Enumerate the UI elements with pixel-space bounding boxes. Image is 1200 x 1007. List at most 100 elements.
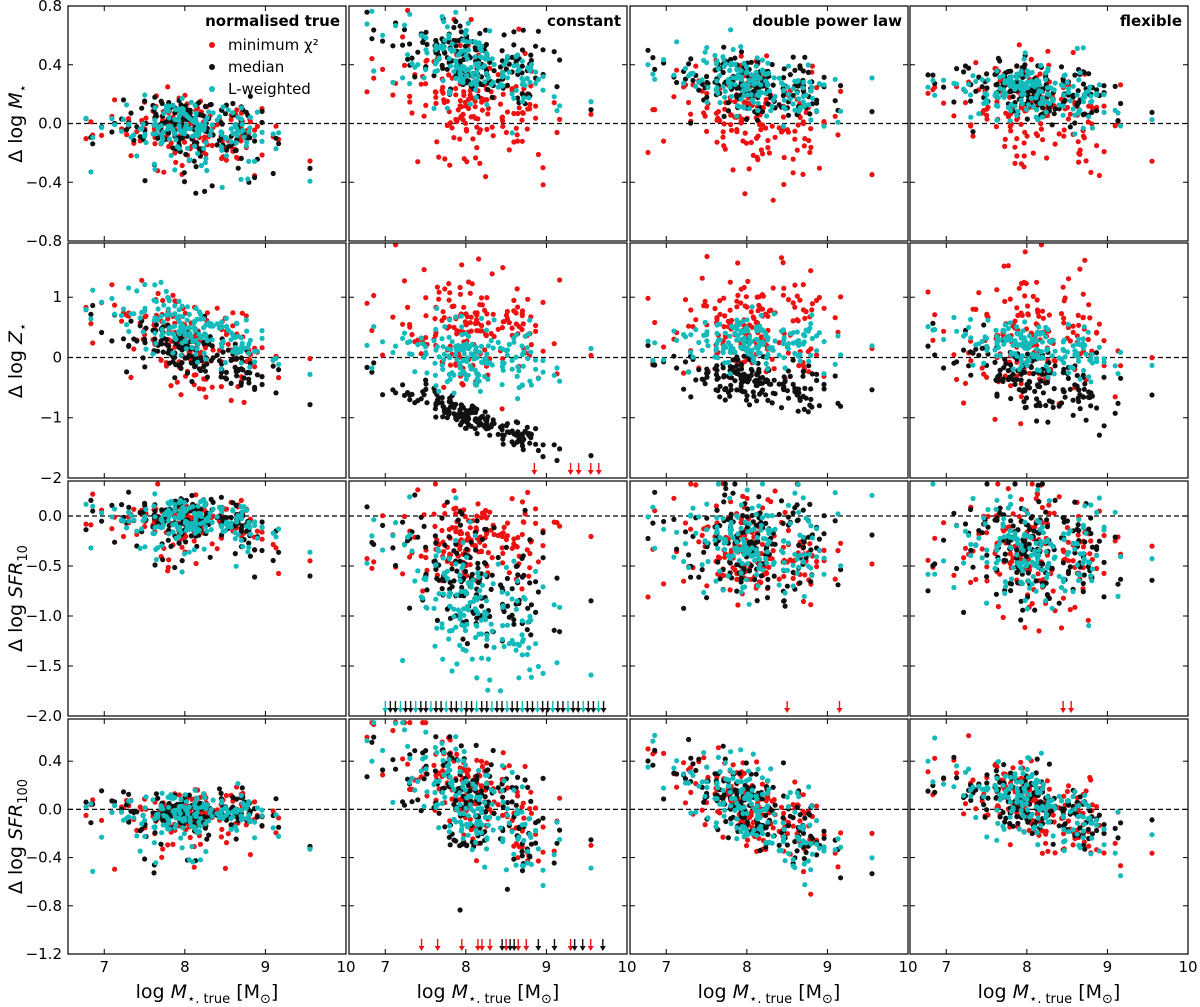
- data-point: [442, 286, 447, 291]
- data-point: [242, 134, 247, 139]
- data-point: [536, 559, 541, 564]
- data-point: [749, 60, 754, 65]
- data-point: [152, 331, 157, 336]
- data-point: [169, 499, 174, 504]
- data-point: [728, 343, 733, 348]
- data-point: [732, 378, 737, 383]
- data-point: [652, 107, 657, 112]
- data-point: [1019, 72, 1024, 77]
- data-point: [139, 106, 144, 111]
- data-point: [447, 298, 452, 303]
- data-point: [728, 280, 733, 285]
- data-point: [973, 79, 978, 84]
- data-point: [198, 499, 203, 504]
- data-point: [822, 82, 827, 87]
- data-point: [407, 41, 412, 46]
- data-point: [453, 511, 458, 516]
- data-point: [510, 367, 515, 372]
- data-point: [515, 52, 520, 57]
- data-point: [981, 322, 986, 327]
- data-point: [307, 402, 312, 407]
- data-point: [696, 340, 701, 345]
- data-point: [1081, 336, 1086, 341]
- data-point: [808, 353, 813, 358]
- data-point: [400, 336, 405, 341]
- data-point: [801, 80, 806, 85]
- data-point: [187, 312, 192, 317]
- data-point: [540, 543, 545, 548]
- data-point: [770, 124, 775, 129]
- data-point: [161, 303, 166, 308]
- data-point: [994, 392, 999, 397]
- data-point: [192, 547, 197, 552]
- data-point: [743, 345, 748, 350]
- y-tick-label: −0.8: [26, 232, 62, 250]
- data-point: [121, 97, 126, 102]
- data-point: [520, 99, 525, 104]
- data-point: [786, 113, 791, 118]
- data-point: [760, 151, 765, 156]
- data-point: [747, 166, 752, 171]
- data-point: [755, 74, 760, 79]
- data-point: [1113, 394, 1118, 399]
- data-point: [1065, 80, 1070, 85]
- data-point: [727, 334, 732, 339]
- data-point: [1012, 87, 1017, 92]
- data-point: [1031, 151, 1036, 156]
- data-point: [479, 55, 484, 60]
- data-point: [798, 398, 803, 403]
- data-point: [451, 25, 456, 30]
- data-point: [1071, 330, 1076, 335]
- data-point: [738, 388, 743, 393]
- data-point: [1024, 134, 1029, 139]
- data-point: [380, 523, 385, 528]
- data-point: [798, 66, 803, 71]
- data-point: [142, 364, 147, 369]
- data-point: [1014, 72, 1019, 77]
- data-point: [734, 304, 739, 309]
- data-point: [1031, 294, 1036, 299]
- data-point: [203, 332, 208, 337]
- data-point: [473, 116, 478, 121]
- y-tick-label: 0.8: [38, 0, 62, 15]
- data-point: [215, 306, 220, 311]
- data-point: [433, 333, 438, 338]
- data-point: [869, 387, 874, 392]
- data-point: [1014, 113, 1019, 118]
- data-point: [412, 369, 417, 374]
- data-point: [458, 529, 463, 534]
- data-point: [1025, 80, 1030, 85]
- data-point: [797, 298, 802, 303]
- data-point: [833, 98, 838, 103]
- data-point: [172, 132, 177, 137]
- data-point: [554, 458, 559, 463]
- data-point: [198, 112, 203, 117]
- data-point: [470, 281, 475, 286]
- data-point: [767, 150, 772, 155]
- data-point: [475, 501, 480, 506]
- data-point: [754, 80, 759, 85]
- data-point: [240, 544, 245, 549]
- data-point: [714, 322, 719, 327]
- data-point: [150, 351, 155, 356]
- data-point: [219, 384, 224, 389]
- data-point: [461, 93, 466, 98]
- data-point: [260, 336, 265, 341]
- data-point: [445, 106, 450, 111]
- data-point: [743, 131, 748, 136]
- data-point: [119, 502, 124, 507]
- data-point: [527, 102, 532, 107]
- data-point: [451, 69, 456, 74]
- data-point: [1024, 360, 1029, 365]
- data-point: [1040, 309, 1045, 314]
- data-point: [491, 345, 496, 350]
- data-point: [807, 80, 812, 85]
- data-point: [1014, 305, 1019, 310]
- data-point: [474, 383, 479, 388]
- data-point: [474, 419, 479, 424]
- data-point: [230, 310, 235, 315]
- data-point: [739, 49, 744, 54]
- data-point: [1076, 399, 1081, 404]
- data-point: [466, 373, 471, 378]
- data-point: [246, 129, 251, 134]
